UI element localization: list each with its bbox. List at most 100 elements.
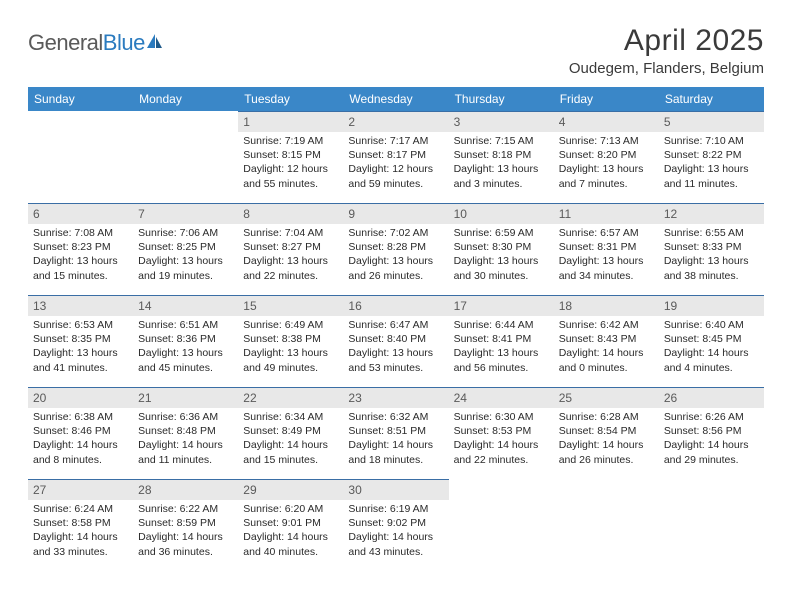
day-number: 3 xyxy=(449,112,554,132)
calendar-cell: 12Sunrise: 6:55 AMSunset: 8:33 PMDayligh… xyxy=(659,203,764,295)
day-number: 22 xyxy=(238,388,343,408)
day-info: Sunrise: 6:55 AMSunset: 8:33 PMDaylight:… xyxy=(664,226,759,283)
day-number: 11 xyxy=(554,204,659,224)
calendar-week-row: 6Sunrise: 7:08 AMSunset: 8:23 PMDaylight… xyxy=(28,203,764,295)
day-number: 9 xyxy=(343,204,448,224)
calendar-cell: 3Sunrise: 7:15 AMSunset: 8:18 PMDaylight… xyxy=(449,111,554,203)
day-number: 27 xyxy=(28,480,133,500)
calendar-table: SundayMondayTuesdayWednesdayThursdayFrid… xyxy=(28,87,764,571)
calendar-cell: 19Sunrise: 6:40 AMSunset: 8:45 PMDayligh… xyxy=(659,295,764,387)
day-number: 4 xyxy=(554,112,659,132)
calendar-cell: 25Sunrise: 6:28 AMSunset: 8:54 PMDayligh… xyxy=(554,387,659,479)
day-info: Sunrise: 7:06 AMSunset: 8:25 PMDaylight:… xyxy=(138,226,233,283)
calendar-cell: 10Sunrise: 6:59 AMSunset: 8:30 PMDayligh… xyxy=(449,203,554,295)
calendar-cell: 30Sunrise: 6:19 AMSunset: 9:02 PMDayligh… xyxy=(343,479,448,571)
location: Oudegem, Flanders, Belgium xyxy=(569,60,764,77)
weekday-header: Saturday xyxy=(659,87,764,111)
sail-icon xyxy=(145,32,165,55)
calendar-cell: 20Sunrise: 6:38 AMSunset: 8:46 PMDayligh… xyxy=(28,387,133,479)
day-info: Sunrise: 6:26 AMSunset: 8:56 PMDaylight:… xyxy=(664,410,759,467)
day-number: 28 xyxy=(133,480,238,500)
title-block: April 2025 Oudegem, Flanders, Belgium xyxy=(569,24,764,77)
calendar-cell: 5Sunrise: 7:10 AMSunset: 8:22 PMDaylight… xyxy=(659,111,764,203)
month-title: April 2025 xyxy=(569,24,764,58)
day-info: Sunrise: 6:22 AMSunset: 8:59 PMDaylight:… xyxy=(138,502,233,559)
calendar-cell xyxy=(554,479,659,571)
logo: GeneralBlue xyxy=(28,24,165,56)
calendar-cell: 28Sunrise: 6:22 AMSunset: 8:59 PMDayligh… xyxy=(133,479,238,571)
calendar-cell xyxy=(659,479,764,571)
day-info: Sunrise: 7:13 AMSunset: 8:20 PMDaylight:… xyxy=(559,134,654,191)
day-number: 20 xyxy=(28,388,133,408)
day-info: Sunrise: 7:10 AMSunset: 8:22 PMDaylight:… xyxy=(664,134,759,191)
day-number: 21 xyxy=(133,388,238,408)
day-info: Sunrise: 6:36 AMSunset: 8:48 PMDaylight:… xyxy=(138,410,233,467)
day-number: 17 xyxy=(449,296,554,316)
day-info: Sunrise: 6:57 AMSunset: 8:31 PMDaylight:… xyxy=(559,226,654,283)
day-info: Sunrise: 6:30 AMSunset: 8:53 PMDaylight:… xyxy=(454,410,549,467)
day-info: Sunrise: 6:20 AMSunset: 9:01 PMDaylight:… xyxy=(243,502,338,559)
weekday-header: Wednesday xyxy=(343,87,448,111)
calendar-cell: 24Sunrise: 6:30 AMSunset: 8:53 PMDayligh… xyxy=(449,387,554,479)
weekday-header: Monday xyxy=(133,87,238,111)
day-number: 12 xyxy=(659,204,764,224)
day-info: Sunrise: 7:17 AMSunset: 8:17 PMDaylight:… xyxy=(348,134,443,191)
weekday-header-row: SundayMondayTuesdayWednesdayThursdayFrid… xyxy=(28,87,764,111)
calendar-week-row: 13Sunrise: 6:53 AMSunset: 8:35 PMDayligh… xyxy=(28,295,764,387)
calendar-week-row: 20Sunrise: 6:38 AMSunset: 8:46 PMDayligh… xyxy=(28,387,764,479)
logo-text: GeneralBlue xyxy=(28,30,145,56)
day-number: 25 xyxy=(554,388,659,408)
calendar-cell: 13Sunrise: 6:53 AMSunset: 8:35 PMDayligh… xyxy=(28,295,133,387)
day-number: 16 xyxy=(343,296,448,316)
weekday-header: Tuesday xyxy=(238,87,343,111)
calendar-cell: 22Sunrise: 6:34 AMSunset: 8:49 PMDayligh… xyxy=(238,387,343,479)
calendar-week-row: 1Sunrise: 7:19 AMSunset: 8:15 PMDaylight… xyxy=(28,111,764,203)
day-info: Sunrise: 6:44 AMSunset: 8:41 PMDaylight:… xyxy=(454,318,549,375)
day-number: 6 xyxy=(28,204,133,224)
calendar-cell: 29Sunrise: 6:20 AMSunset: 9:01 PMDayligh… xyxy=(238,479,343,571)
day-info: Sunrise: 6:53 AMSunset: 8:35 PMDaylight:… xyxy=(33,318,128,375)
calendar-cell: 11Sunrise: 6:57 AMSunset: 8:31 PMDayligh… xyxy=(554,203,659,295)
day-info: Sunrise: 6:38 AMSunset: 8:46 PMDaylight:… xyxy=(33,410,128,467)
calendar-cell: 14Sunrise: 6:51 AMSunset: 8:36 PMDayligh… xyxy=(133,295,238,387)
day-info: Sunrise: 7:08 AMSunset: 8:23 PMDaylight:… xyxy=(33,226,128,283)
calendar-cell: 9Sunrise: 7:02 AMSunset: 8:28 PMDaylight… xyxy=(343,203,448,295)
day-number: 29 xyxy=(238,480,343,500)
weekday-header: Sunday xyxy=(28,87,133,111)
day-info: Sunrise: 6:59 AMSunset: 8:30 PMDaylight:… xyxy=(454,226,549,283)
calendar-cell: 18Sunrise: 6:42 AMSunset: 8:43 PMDayligh… xyxy=(554,295,659,387)
day-number: 7 xyxy=(133,204,238,224)
calendar-cell: 23Sunrise: 6:32 AMSunset: 8:51 PMDayligh… xyxy=(343,387,448,479)
day-number: 24 xyxy=(449,388,554,408)
day-number: 2 xyxy=(343,112,448,132)
day-number: 18 xyxy=(554,296,659,316)
day-info: Sunrise: 7:02 AMSunset: 8:28 PMDaylight:… xyxy=(348,226,443,283)
calendar-cell xyxy=(28,111,133,203)
day-info: Sunrise: 6:19 AMSunset: 9:02 PMDaylight:… xyxy=(348,502,443,559)
calendar-cell: 4Sunrise: 7:13 AMSunset: 8:20 PMDaylight… xyxy=(554,111,659,203)
calendar-cell xyxy=(133,111,238,203)
day-number: 19 xyxy=(659,296,764,316)
calendar-cell: 8Sunrise: 7:04 AMSunset: 8:27 PMDaylight… xyxy=(238,203,343,295)
day-info: Sunrise: 6:32 AMSunset: 8:51 PMDaylight:… xyxy=(348,410,443,467)
day-number: 30 xyxy=(343,480,448,500)
day-info: Sunrise: 7:04 AMSunset: 8:27 PMDaylight:… xyxy=(243,226,338,283)
calendar-cell xyxy=(449,479,554,571)
day-info: Sunrise: 7:15 AMSunset: 8:18 PMDaylight:… xyxy=(454,134,549,191)
weekday-header: Friday xyxy=(554,87,659,111)
calendar-week-row: 27Sunrise: 6:24 AMSunset: 8:58 PMDayligh… xyxy=(28,479,764,571)
day-number: 1 xyxy=(238,112,343,132)
calendar-cell: 15Sunrise: 6:49 AMSunset: 8:38 PMDayligh… xyxy=(238,295,343,387)
calendar-cell: 7Sunrise: 7:06 AMSunset: 8:25 PMDaylight… xyxy=(133,203,238,295)
calendar-cell: 2Sunrise: 7:17 AMSunset: 8:17 PMDaylight… xyxy=(343,111,448,203)
day-number: 15 xyxy=(238,296,343,316)
header: GeneralBlue April 2025 Oudegem, Flanders… xyxy=(28,24,764,77)
day-number: 13 xyxy=(28,296,133,316)
day-number: 8 xyxy=(238,204,343,224)
weekday-header: Thursday xyxy=(449,87,554,111)
day-info: Sunrise: 6:28 AMSunset: 8:54 PMDaylight:… xyxy=(559,410,654,467)
day-info: Sunrise: 6:42 AMSunset: 8:43 PMDaylight:… xyxy=(559,318,654,375)
calendar-cell: 21Sunrise: 6:36 AMSunset: 8:48 PMDayligh… xyxy=(133,387,238,479)
day-number: 23 xyxy=(343,388,448,408)
day-info: Sunrise: 6:40 AMSunset: 8:45 PMDaylight:… xyxy=(664,318,759,375)
